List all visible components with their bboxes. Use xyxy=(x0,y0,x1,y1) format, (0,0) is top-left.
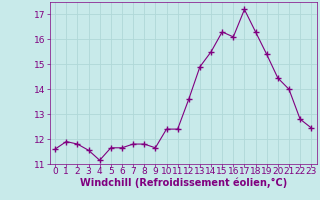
X-axis label: Windchill (Refroidissement éolien,°C): Windchill (Refroidissement éolien,°C) xyxy=(80,177,287,188)
